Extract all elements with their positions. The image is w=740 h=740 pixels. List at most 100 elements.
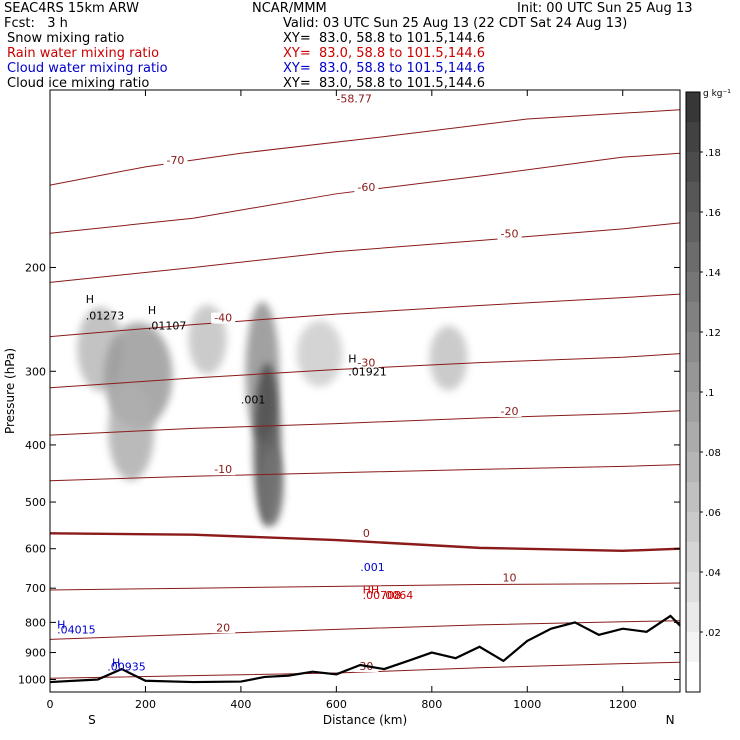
y-tick-label: 600 — [25, 543, 46, 556]
x-axis-label: Distance (km) — [323, 713, 407, 727]
isotherm-line — [49, 152, 681, 234]
maximum-marker: H — [57, 619, 65, 632]
maxima-markers: HHHHHHH.01273.01107.01921.001.04015.0093… — [57, 92, 413, 673]
maximum-marker: H — [112, 656, 120, 669]
legend-xy-range: XY= 83.0, 58.8 to 101.5,144.6 — [283, 31, 486, 46]
y-tick-label: 300 — [25, 365, 46, 378]
colorbar-step — [686, 212, 700, 242]
max-value-label: .0064 — [382, 589, 414, 602]
colorbar-step — [686, 272, 700, 302]
isotherm-line — [49, 293, 681, 338]
isotherm-label: 0 — [363, 527, 370, 540]
isotherm-line — [49, 532, 681, 553]
colorbar-step — [686, 332, 700, 362]
colorbar-step — [686, 452, 700, 482]
y-tick-label: 500 — [25, 496, 46, 509]
snow-blob — [429, 325, 468, 391]
max-value-label: .00708 — [363, 589, 402, 602]
colorbar-step — [686, 392, 700, 422]
isotherm-label: 10 — [503, 572, 517, 585]
y-tick-label: 1000 — [18, 674, 46, 687]
y-tick-label: 200 — [25, 261, 46, 274]
x-tick-label: 600 — [326, 698, 347, 711]
x-tick-label: 800 — [421, 698, 442, 711]
max-value-label: .01921 — [348, 365, 387, 378]
init-time: Init: 00 UTC Sun 25 Aug 13 — [517, 1, 693, 16]
isotherm-label: -40 — [214, 312, 232, 325]
colorbar-step — [686, 602, 700, 632]
colorbar-step — [686, 302, 700, 332]
colorbar-tick-label: .06 — [705, 508, 721, 519]
colorbar-step — [686, 512, 700, 542]
maximum-marker: H — [348, 353, 356, 366]
colorbar-tick-label: .16 — [705, 208, 721, 219]
max-value-label: .001 — [360, 561, 385, 574]
colorbar-tick-label: .14 — [705, 268, 721, 279]
legend-xy-range: XY= 83.0, 58.8 to 101.5,144.6 — [283, 61, 486, 76]
forecast-hour: Fcst: 3 h — [4, 16, 68, 31]
colorbar-step — [686, 242, 700, 272]
colorbar-step — [686, 632, 700, 662]
x-tick-label: 200 — [135, 698, 156, 711]
legend-field-label: Rain water mixing ratio — [7, 46, 160, 61]
isotherm-line — [49, 410, 681, 436]
colorbar-unit: g kg⁻¹ — [703, 89, 731, 99]
colorbar-step — [686, 572, 700, 602]
y-tick-label: 900 — [25, 647, 46, 660]
north-label: N — [666, 713, 675, 727]
colorbar: .02 .04 .06 .08 .1 .12 .14 .16 .18 g kg⁻¹ — [685, 89, 731, 693]
max-value-label: .01273 — [86, 309, 125, 322]
max-value-label: .04015 — [57, 623, 95, 636]
isotherm-line — [49, 661, 681, 679]
colorbar-tick-label: .02 — [705, 628, 721, 639]
isotherm-line — [49, 582, 681, 591]
x-tick-label: 1200 — [609, 698, 637, 711]
colorbar-tick-label: .08 — [705, 448, 721, 459]
snow-blob — [296, 320, 343, 387]
colorbar-step — [686, 422, 700, 452]
legend-xy-range: XY= 83.0, 58.8 to 101.5,144.6 — [283, 76, 486, 91]
colorbar-tick-label: .1 — [705, 388, 715, 399]
colorbar-step — [686, 122, 700, 152]
colorbar-step — [686, 362, 700, 392]
isotherm-line — [49, 620, 681, 640]
isotherm-line — [49, 222, 681, 283]
x-tick-label: 400 — [230, 698, 251, 711]
terrain-line — [49, 614, 681, 684]
maximum-marker: HH — [363, 584, 380, 597]
legend-field-label: Cloud water mixing ratio — [7, 61, 168, 76]
legend-field-label: Cloud ice mixing ratio — [7, 76, 150, 91]
isotherm-label: -60 — [357, 181, 375, 194]
model-title: SEAC4RS 15km ARW — [4, 1, 140, 16]
colorbar-step — [686, 152, 700, 182]
legend-xy-range: XY= 83.0, 58.8 to 101.5,144.6 — [283, 46, 486, 61]
max-value-label: .01107 — [148, 320, 187, 333]
isotherm-label: -30 — [357, 357, 375, 370]
isotherm-label: 20 — [216, 621, 230, 634]
maximum-marker: H — [148, 304, 156, 317]
colorbar-step — [686, 542, 700, 572]
snow-blob — [260, 446, 284, 526]
valid-time: Valid: 03 UTC Sun 25 Aug 13 (22 CDT Sat … — [283, 16, 628, 31]
isotherm-label: -10 — [214, 463, 232, 476]
x-tick-label: 1000 — [513, 698, 541, 711]
max-value-label: .001 — [241, 393, 266, 406]
isotherm-label: -70 — [166, 154, 184, 167]
axes: 0 200 400 600 800 1000 12002003004005006007008… — [3, 89, 681, 727]
y-tick-label: 700 — [25, 582, 46, 595]
y-tick-label: 400 — [25, 439, 46, 452]
max-value-label: .00935 — [107, 660, 146, 673]
colorbar-tick-label: .04 — [705, 568, 721, 579]
isotherm-label: -20 — [501, 405, 519, 418]
colorbar-step — [686, 482, 700, 512]
max-value-label: -58.77 — [336, 92, 371, 105]
plot-frame — [49, 89, 681, 693]
colorbar-step — [686, 182, 700, 212]
colorbar-tick-label: .18 — [705, 148, 721, 159]
isotherm-label: -50 — [501, 227, 519, 240]
isotherm-line — [49, 353, 681, 389]
colorbar-tick-label: .12 — [705, 328, 721, 339]
maximum-marker: H — [86, 293, 94, 306]
isotherm-line — [49, 109, 681, 186]
